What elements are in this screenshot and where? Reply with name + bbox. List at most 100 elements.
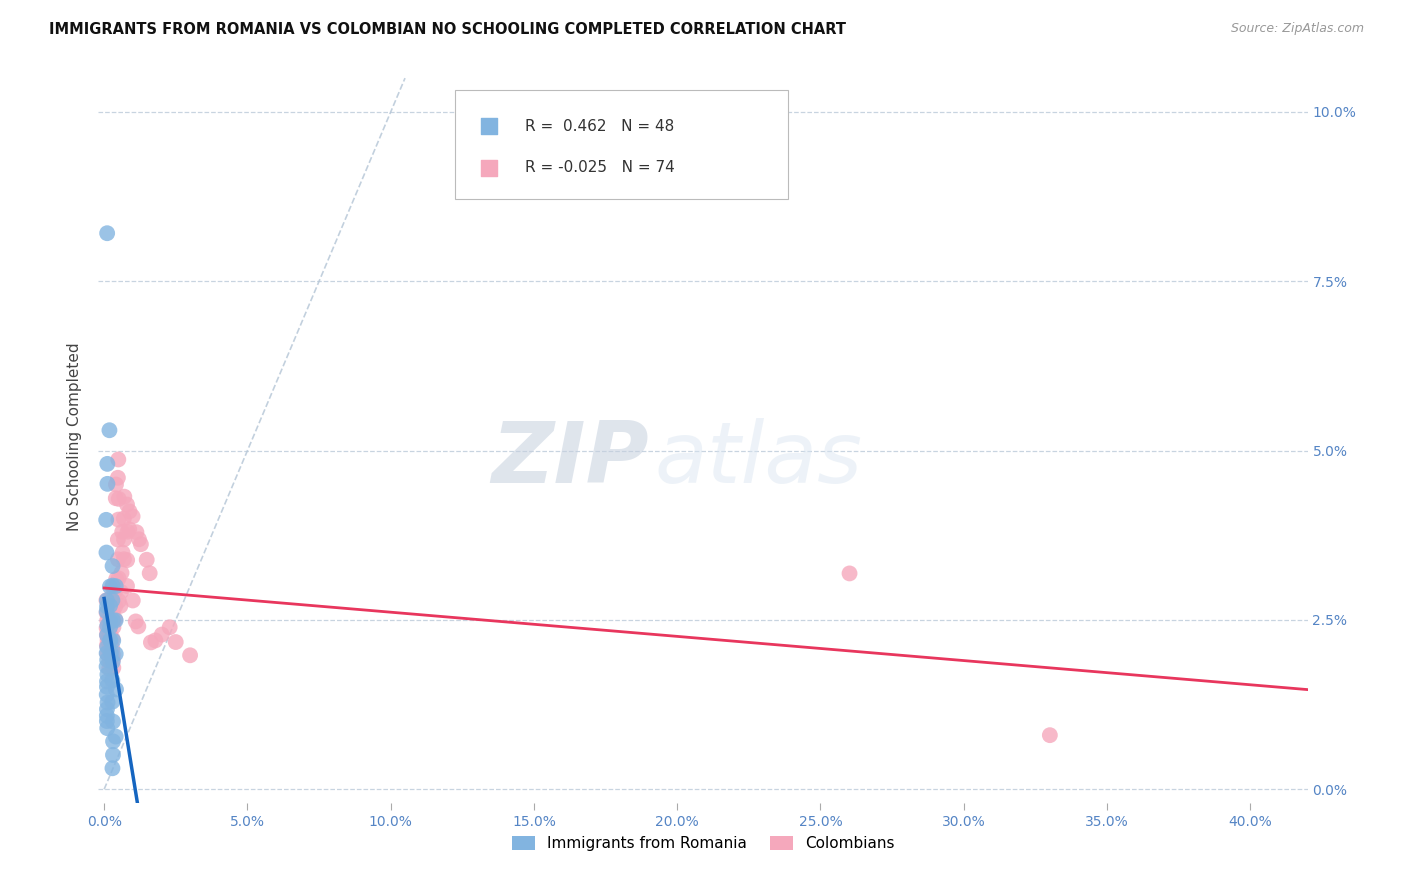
Point [96,513,118,527]
Point [100,646,122,660]
Point [107,512,129,526]
Point [129,537,152,551]
Point [98,592,121,607]
Point [107,452,129,467]
Point [1039,728,1062,742]
Point [107,471,129,485]
Point [118,504,141,518]
Point [98,627,121,641]
Point [97,633,120,648]
Point [101,673,124,688]
Point [105,572,128,586]
Point [98,599,121,613]
Point [96,618,118,632]
Point [98,633,121,648]
Point [101,632,124,646]
Point [103,633,125,648]
Point [96,721,118,735]
Point [101,655,124,669]
Point [98,662,121,676]
FancyBboxPatch shape [456,90,787,200]
Point [98,619,121,633]
Point [96,476,118,491]
Point [104,682,127,697]
Point [96,696,118,710]
Point [96,606,118,620]
Point [111,546,134,560]
Point [121,509,143,524]
Point [107,491,129,506]
Point [135,552,157,566]
Point [96,593,118,607]
Point [117,524,139,539]
Point [96,614,118,628]
Point [96,593,118,607]
Point [98,423,121,437]
Point [98,580,121,594]
Point [98,606,121,620]
Point [96,640,118,654]
Text: Source: ZipAtlas.com: Source: ZipAtlas.com [1230,22,1364,36]
Point [108,594,131,608]
Point [159,620,181,634]
Point [101,653,124,667]
Point [101,591,124,605]
Text: R =  0.462   N = 48: R = 0.462 N = 48 [526,119,675,134]
Point [96,708,118,723]
Point [115,579,138,593]
Point [104,599,127,614]
Text: ZIP: ZIP [491,417,648,500]
Point [138,566,160,581]
Point [101,579,124,593]
Y-axis label: No Schooling Completed: No Schooling Completed [66,343,82,532]
Point [96,646,118,660]
Point [150,627,173,641]
Point [107,552,129,566]
Point [96,628,118,642]
Point [96,605,118,619]
Point [96,653,118,667]
Text: R = -0.025   N = 74: R = -0.025 N = 74 [526,161,675,176]
Point [101,559,124,574]
Point [96,659,118,673]
Point [112,533,135,547]
Point [96,639,118,653]
Point [96,628,118,642]
Point [96,702,118,716]
Point [125,615,148,629]
Point [98,653,121,667]
Point [101,604,124,618]
Point [104,612,127,626]
Point [98,612,121,626]
Point [96,545,118,559]
Text: IMMIGRANTS FROM ROMANIA VS COLOMBIAN NO SCHOOLING COMPLETED CORRELATION CHART: IMMIGRANTS FROM ROMANIA VS COLOMBIAN NO … [49,22,846,37]
Point [112,552,135,566]
Point [101,641,124,656]
Point [98,620,121,634]
Point [96,714,118,728]
Point [115,553,138,567]
Point [104,613,127,627]
Point [118,522,141,536]
Point [101,648,124,662]
Point [101,714,124,729]
Point [96,680,118,694]
Point [121,593,143,607]
Point [103,620,125,634]
Point [98,645,121,659]
Point [104,491,127,506]
Point [104,730,127,744]
Point [96,667,118,681]
Point [139,635,162,649]
Point [110,599,132,613]
Point [101,613,124,627]
Point [112,511,135,525]
Point [128,533,150,547]
Point [96,647,118,661]
Point [98,640,121,654]
Point [98,632,121,647]
Point [98,614,121,628]
Point [838,566,860,581]
Point [110,566,132,580]
Text: atlas: atlas [655,417,863,500]
